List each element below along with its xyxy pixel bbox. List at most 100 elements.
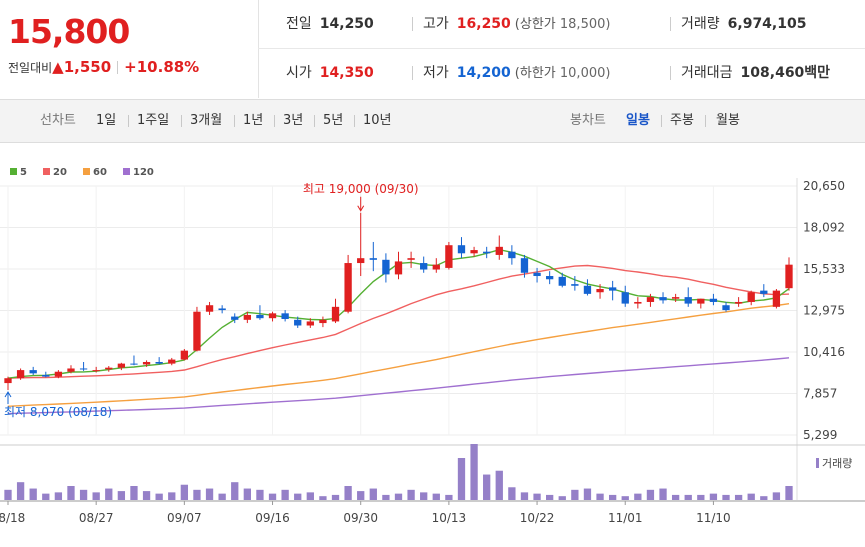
candle-body [42, 374, 50, 377]
candle-body [432, 264, 440, 270]
x-tick-label: 08/27 [79, 511, 114, 525]
chart-toolbar: 선차트 1일 1주일 3개월 1년 3년 5년 10년 봉차트 일봉 주봉 월봉 [0, 99, 865, 143]
volume-bar [79, 489, 88, 500]
candle-body [155, 361, 163, 364]
volume-bar [558, 496, 566, 500]
candle-daily[interactable]: 일봉 [626, 113, 650, 128]
divider [412, 66, 413, 80]
period-1-day[interactable]: 1일 [96, 113, 117, 128]
volume: 거래량 6,974,105 [681, 0, 806, 48]
period-3-years[interactable]: 3년 [283, 113, 304, 128]
volume-bar [268, 493, 277, 500]
volume-bar [218, 493, 226, 500]
period-3-months[interactable]: 3개월 [190, 113, 223, 128]
ma120-line [7, 357, 790, 415]
divider [661, 115, 662, 127]
candle-body [722, 305, 730, 311]
candle-body [281, 313, 289, 320]
change-percent: +10.88% [124, 58, 200, 76]
annotations: 최고 19,000 (09/30) 최저 8,070 (08/18) [4, 182, 419, 419]
stock-chart: 5 20 60 120 20,650 18,092 15,533 12,975 10,416 7… [0, 160, 865, 543]
volume-bar [684, 494, 692, 500]
current-price: 15,800 [8, 12, 130, 51]
volume-bar [281, 489, 289, 500]
candle-body [634, 301, 642, 304]
candle-body [294, 319, 302, 326]
divider [274, 115, 275, 127]
open-price: 시가 14,350 [286, 49, 374, 97]
volume-bar [16, 482, 25, 500]
y-tick-label: 12,975 [803, 304, 845, 318]
candle-body [646, 297, 655, 302]
volume-bar [583, 488, 592, 500]
volume-bar [142, 491, 151, 500]
candle-body [747, 292, 755, 302]
y-tick-label: 20,650 [803, 179, 845, 193]
volume-bar [67, 486, 75, 500]
candle-body [231, 316, 239, 320]
x-tick-label: 08/18 [0, 511, 25, 525]
volume-bar [54, 492, 63, 500]
candle-body [760, 290, 768, 294]
candle-body [709, 298, 718, 302]
legend-swatch-5 [10, 168, 17, 175]
period-1-year[interactable]: 1년 [243, 113, 264, 128]
candle-weekly[interactable]: 주봉 [670, 113, 694, 128]
x-tick-label: 09/30 [343, 511, 378, 525]
trade-amount: 거래대금 108,460백만 [681, 49, 830, 97]
candle-body [256, 314, 264, 319]
y-tick-label: 7,857 [803, 387, 837, 401]
volume-bar [508, 487, 516, 500]
candle-body [697, 298, 705, 304]
period-10-years[interactable]: 10년 [363, 113, 392, 128]
legend-swatch-60 [83, 168, 90, 175]
volume-bar [382, 494, 390, 500]
volume-bar [760, 496, 768, 500]
candle-body [659, 297, 667, 301]
divider [181, 115, 182, 127]
volume-bar [369, 488, 377, 500]
x-tick-label: 10/22 [520, 511, 555, 525]
y-tick-label: 15,533 [803, 262, 845, 276]
candle-body [306, 321, 314, 326]
line-chart-label: 선차트 [40, 113, 76, 128]
candle-body [142, 361, 151, 365]
high-value: 16,250 [456, 16, 511, 32]
candle-body [4, 378, 12, 384]
divider [354, 115, 355, 127]
candle-monthly[interactable]: 월봉 [716, 113, 740, 128]
volume-bar [445, 494, 453, 500]
volume-bar [357, 491, 365, 500]
quote-header: 15,800 전일대비▲1,550 +10.88% 전일 14,250 고가 16,2… [0, 0, 865, 98]
prev-close-label: 전일 [286, 16, 312, 32]
volume-bar [671, 494, 680, 500]
y-tick-label: 18,092 [803, 221, 845, 235]
volume-bar [319, 496, 327, 500]
volume-bar [92, 492, 100, 500]
x-tick-label: 11/01 [608, 511, 643, 525]
candle-body [457, 245, 466, 254]
period-1-week[interactable]: 1주일 [137, 113, 170, 128]
period-5-years[interactable]: 5년 [323, 113, 344, 128]
candle-body [29, 370, 37, 374]
volume-bar [407, 489, 415, 500]
candlestick-chart-svg: 5 20 60 120 20,650 18,092 15,533 12,975 10,416 7… [0, 167, 865, 525]
volume-bar [571, 489, 579, 500]
candle-body [105, 367, 113, 370]
candle-body [394, 261, 403, 275]
volume-bar [734, 494, 743, 500]
volume-bar [483, 474, 491, 500]
candle-body [67, 368, 75, 372]
volume-bar [634, 493, 642, 500]
volume-bar [180, 484, 189, 500]
amount-value: 108,460 [740, 65, 805, 81]
candle-body [583, 285, 592, 294]
volume-bar [331, 494, 340, 500]
day-high: 고가 16,250 (상한가 18,500) [423, 0, 610, 48]
volume-bar [546, 494, 554, 500]
volume-bar [659, 488, 667, 500]
candle-body [218, 308, 226, 311]
candle-body [168, 359, 176, 364]
volume-bar [747, 493, 755, 500]
volume-bar [42, 493, 50, 500]
